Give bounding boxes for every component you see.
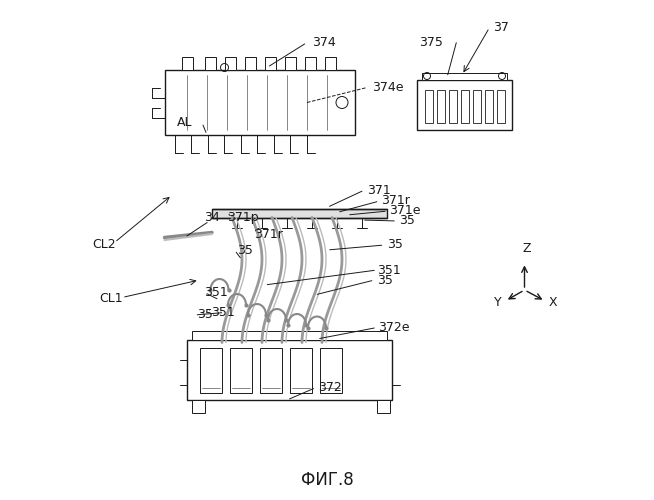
Bar — [496, 90, 504, 122]
Bar — [290, 348, 312, 393]
Text: 37: 37 — [494, 21, 509, 34]
Text: 371: 371 — [367, 184, 390, 196]
Text: 374e: 374e — [372, 81, 404, 94]
Bar — [165, 70, 354, 135]
Text: Y: Y — [494, 296, 502, 309]
Text: 371e: 371e — [390, 204, 421, 218]
Bar — [377, 400, 390, 412]
Text: CL1: CL1 — [99, 292, 123, 306]
Bar — [320, 348, 342, 393]
Text: 35: 35 — [237, 244, 253, 256]
Bar — [485, 90, 492, 122]
Text: 351: 351 — [205, 286, 228, 299]
Bar — [417, 80, 512, 130]
Text: 372: 372 — [318, 381, 342, 394]
Text: 35: 35 — [387, 238, 403, 252]
Bar — [245, 58, 256, 70]
Bar — [422, 72, 507, 80]
Text: 34: 34 — [205, 211, 220, 224]
Text: 371r: 371r — [381, 194, 410, 207]
Bar — [187, 340, 392, 400]
Bar — [230, 348, 252, 393]
Bar — [224, 58, 235, 70]
Text: 351: 351 — [377, 264, 401, 276]
Text: Z: Z — [523, 242, 531, 255]
Bar — [449, 90, 456, 122]
Bar — [305, 58, 315, 70]
Text: X: X — [549, 296, 557, 309]
Bar — [460, 90, 468, 122]
Text: 35: 35 — [197, 308, 213, 322]
Bar — [424, 90, 432, 122]
Bar — [199, 348, 222, 393]
Bar — [284, 58, 296, 70]
Bar — [205, 58, 216, 70]
Bar — [260, 348, 282, 393]
Bar — [324, 58, 336, 70]
Bar — [264, 58, 275, 70]
Text: 371p: 371p — [227, 211, 258, 224]
Bar — [472, 90, 481, 122]
Bar — [192, 400, 205, 412]
Text: 351: 351 — [211, 306, 235, 319]
Bar — [212, 208, 387, 218]
Text: CL2: CL2 — [92, 238, 116, 250]
Text: 372e: 372e — [379, 321, 410, 334]
Bar — [182, 58, 193, 70]
Text: 35: 35 — [400, 214, 415, 228]
Text: 371r: 371r — [254, 228, 283, 241]
Bar — [192, 331, 387, 340]
Text: 374: 374 — [312, 36, 336, 49]
Text: ФИГ.8: ФИГ.8 — [301, 471, 353, 489]
Text: AL: AL — [177, 116, 192, 129]
Bar — [436, 90, 445, 122]
Text: 35: 35 — [377, 274, 393, 286]
Text: 375: 375 — [419, 36, 443, 49]
